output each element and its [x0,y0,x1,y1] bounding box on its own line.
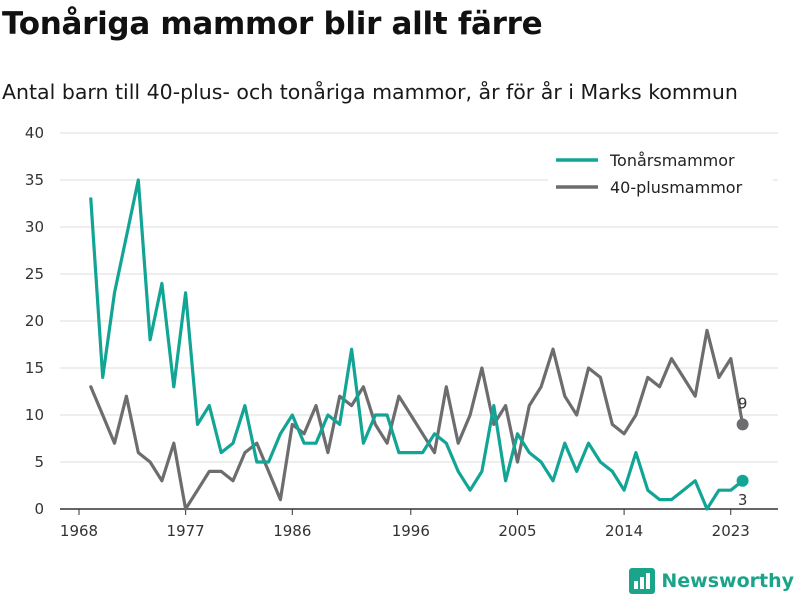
x-tick-label: 1996 [392,522,430,540]
x-tick-label: 1977 [167,522,205,540]
x-tick-label: 2014 [605,522,643,540]
end-point-marker [736,418,749,431]
series-line-tonarsmammor [89,178,745,511]
y-tick-label: 5 [34,453,44,471]
chart-title: Tonåriga mammor blir allt färre [2,6,543,42]
y-tick-label: 35 [25,171,44,189]
brand-name: Newsworthy [661,570,794,592]
y-tick-label: 20 [25,312,44,330]
newsworthy-logo: Newsworthy [629,568,794,594]
y-tick-label: 40 [25,124,44,142]
x-tick-label: 1986 [273,522,311,540]
y-tick-label: 25 [25,265,44,283]
legend-box [548,145,773,205]
y-tick-label: 0 [34,500,44,518]
y-tick-label: 10 [25,406,44,424]
end-point-marker [736,474,749,487]
legend-label: Tonårsmammor [609,151,735,170]
x-tick-label: 2005 [498,522,536,540]
y-tick-label: 30 [25,218,44,236]
series-line-40-plusmammor [89,328,745,511]
x-tick-label: 1968 [60,522,98,540]
legend-label: 40-plusmammor [610,178,743,197]
end-value-label: 3 [738,491,748,509]
bar-chart-icon [629,568,656,594]
end-value-label: 9 [738,394,748,412]
chart-subtitle: Antal barn till 40-plus- och tonåriga ma… [2,80,738,104]
x-tick-label: 2023 [712,522,750,540]
y-tick-label: 15 [25,359,44,377]
